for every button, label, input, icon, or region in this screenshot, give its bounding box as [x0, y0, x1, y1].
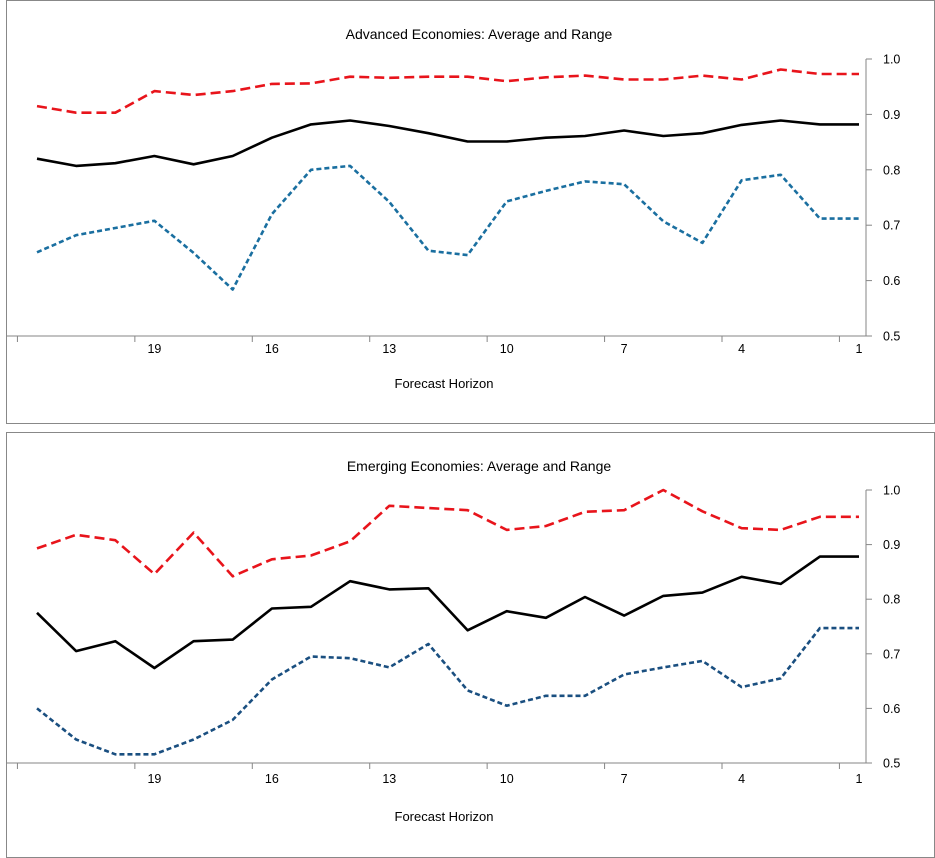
x-axis-title: Forecast Horizon	[395, 809, 494, 824]
x-tick-label: 10	[500, 342, 514, 356]
y-tick-label: 1.0	[883, 484, 900, 498]
advanced-economies-chart-panel: Advanced Economies: Average and Range Fo…	[6, 0, 935, 424]
x-tick-label: 19	[147, 772, 161, 786]
y-tick-label: 0.5	[883, 330, 900, 344]
chart-title: Advanced Economies: Average and Range	[346, 26, 613, 42]
y-tick-label: 0.8	[883, 593, 900, 607]
x-tick-label: 16	[265, 772, 279, 786]
y-tick-label: 0.8	[883, 163, 900, 177]
x-tick-label: 13	[382, 342, 396, 356]
x-tick-label: 16	[265, 342, 279, 356]
y-tick-label: 0.7	[883, 647, 900, 661]
x-tick-label: 4	[738, 772, 745, 786]
y-tick-label: 0.9	[883, 538, 900, 552]
y-tick-label: 1.0	[883, 53, 900, 67]
x-tick-label: 7	[621, 342, 628, 356]
emerging-economies-chart-panel: Emerging Economies: Average and Range Fo…	[6, 432, 935, 858]
x-tick-label: 1	[856, 342, 863, 356]
x-tick-label: 4	[738, 342, 745, 356]
chart-title: Emerging Economies: Average and Range	[347, 458, 612, 474]
advanced-economies-chart: Advanced Economies: Average and Range Fo…	[7, 26, 900, 391]
y-tick-label: 0.9	[883, 108, 900, 122]
series-line-2	[36, 555, 859, 670]
x-tick-label: 7	[621, 772, 628, 786]
x-tick-label: 1	[856, 772, 863, 786]
series-line-3	[36, 626, 859, 756]
series-line-1	[36, 68, 859, 114]
y-tick-label: 0.6	[883, 274, 900, 288]
x-tick-label: 10	[500, 772, 514, 786]
series-line-3	[36, 164, 859, 291]
series-line-2	[36, 119, 859, 168]
x-tick-label: 13	[382, 772, 396, 786]
x-tick-label: 19	[147, 342, 161, 356]
y-tick-label: 0.5	[883, 757, 900, 771]
x-axis-title: Forecast Horizon	[395, 376, 494, 391]
y-tick-label: 0.7	[883, 219, 900, 233]
emerging-economies-chart: Emerging Economies: Average and Range Fo…	[7, 458, 900, 824]
y-tick-label: 0.6	[883, 702, 900, 716]
series-line-1	[36, 488, 859, 578]
